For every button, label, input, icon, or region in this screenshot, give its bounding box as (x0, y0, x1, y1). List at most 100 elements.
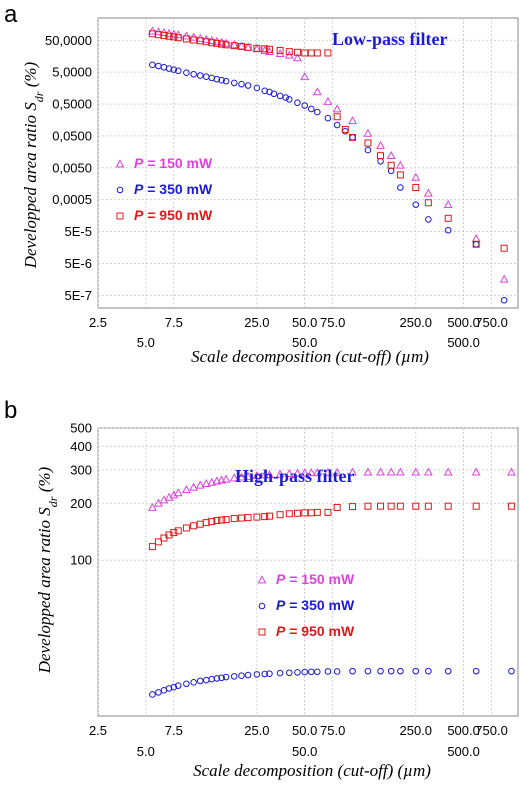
data-point (332, 467, 342, 476)
panel-a-y-ticks: 50,0000 5,0000 0,5000 0,0500 0,0050 0,0005 5E-… (45, 33, 92, 303)
x-tick-label: 50.0 (292, 335, 317, 350)
data-point (411, 467, 421, 476)
x-tick-label: 5.0 (137, 744, 155, 759)
data-point (261, 513, 269, 521)
data-point (265, 470, 274, 479)
data-point (377, 152, 385, 160)
data-point (174, 682, 182, 689)
data-point (243, 471, 253, 480)
data-point (313, 508, 321, 516)
data-point (293, 509, 301, 517)
data-point (364, 502, 372, 510)
data-point (253, 44, 261, 52)
data-point (238, 80, 245, 88)
panel-a-y-label-main: Developped area ratio S (21, 102, 40, 270)
legend-label: P = 950 mW (134, 207, 213, 223)
panel-a-y-label-sub: dr (32, 91, 46, 102)
data-point (324, 508, 332, 516)
series-3 (148, 502, 515, 551)
data-point (472, 667, 480, 675)
data-point (411, 172, 421, 181)
data-point (376, 467, 385, 476)
data-point (412, 184, 420, 192)
data-point (149, 61, 156, 69)
legend-marker (116, 186, 124, 194)
data-point (201, 478, 211, 488)
series-2 (149, 667, 515, 698)
data-point (285, 48, 293, 56)
panel-b-grid (97, 427, 518, 716)
legend-label: P = 150 mW (134, 155, 213, 171)
data-point (324, 49, 332, 57)
data-point (506, 467, 516, 476)
data-point (471, 233, 481, 243)
y-tick-label: 200 (70, 496, 92, 511)
data-point (444, 226, 452, 234)
legend-label-rest: = 950 mW (143, 207, 213, 223)
data-point (395, 467, 405, 476)
panel-a-title: Low-pass filter (332, 29, 448, 49)
data-point (286, 669, 293, 677)
data-point (377, 157, 384, 165)
data-point (286, 96, 293, 103)
legend-label-prefix: P (276, 623, 286, 639)
data-point (307, 105, 315, 113)
data-point (165, 32, 173, 40)
data-point (183, 680, 190, 688)
data-point (165, 531, 173, 539)
data-point (148, 543, 156, 551)
data-point (244, 514, 252, 522)
legend-marker (115, 159, 125, 168)
data-point (387, 167, 395, 175)
data-point (307, 668, 315, 676)
legend-label-rest: = 350 mW (285, 597, 355, 613)
legend-marker (257, 575, 267, 584)
x-tick-label: 500.0 (447, 723, 480, 738)
data-point (282, 94, 290, 101)
data-point (221, 474, 231, 483)
data-point (301, 102, 309, 109)
data-point (423, 188, 433, 197)
x-tick-label: 250.0 (399, 723, 432, 738)
data-point (222, 673, 230, 681)
legend-label: P = 350 mW (134, 181, 213, 197)
data-point (222, 41, 230, 49)
data-point (349, 134, 356, 141)
x-tick-label: 500.0 (447, 335, 480, 350)
data-point (237, 41, 246, 50)
legend-marker (116, 212, 124, 220)
legend-label-rest: = 350 mW (143, 181, 213, 197)
data-point (424, 502, 432, 510)
data-point (212, 476, 222, 485)
panel-b-y-ticks: 500 400 300 200 100 (70, 421, 92, 568)
data-point (261, 670, 269, 678)
data-point (444, 502, 452, 510)
data-point (332, 104, 342, 113)
panel-a-y-axis-label: Developped area ratio Sdr (%) (21, 61, 46, 269)
data-point (472, 502, 480, 510)
data-point (265, 45, 273, 53)
data-point (301, 668, 309, 676)
data-point (500, 296, 508, 304)
y-tick-label: 0,0050 (52, 160, 92, 175)
data-point (196, 677, 204, 685)
data-point (364, 146, 372, 154)
data-point (348, 467, 357, 476)
data-point (229, 473, 239, 482)
data-point (386, 467, 396, 476)
data-point (387, 161, 395, 169)
data-point (189, 482, 199, 491)
legend-label-prefix: P (134, 155, 144, 171)
data-point (230, 673, 238, 680)
data-point (341, 125, 349, 133)
data-point (244, 82, 252, 89)
data-point (174, 34, 182, 42)
data-point (377, 502, 385, 510)
data-point (265, 512, 273, 520)
data-point (147, 502, 157, 511)
data-point (424, 199, 432, 207)
y-tick-label: 0,5000 (52, 97, 92, 112)
x-tick-label: 500.0 (447, 315, 480, 330)
data-point (294, 669, 301, 676)
